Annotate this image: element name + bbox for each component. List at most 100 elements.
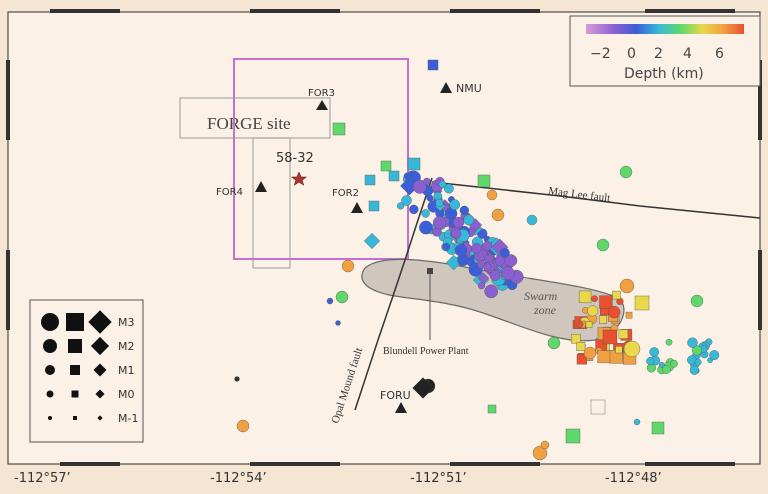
magnitude-legend: M3 M2 M1 M0 M-1 [29, 299, 144, 443]
legend-diamond-icon [93, 363, 107, 377]
legend-diamond-icon [90, 336, 110, 356]
earthquake-marker [388, 170, 400, 182]
lon-label-4: -112°48’ [605, 471, 662, 486]
legend-diamond-icon [97, 415, 103, 421]
earthquake-marker [484, 284, 498, 299]
legend-diamond-icon [95, 389, 105, 399]
lon-label-3: -112°51’ [410, 471, 467, 486]
earthquake-marker [489, 270, 501, 281]
earthquake-marker [694, 358, 702, 366]
earthquake-marker [471, 243, 482, 254]
station-for3: FOR3 [308, 88, 335, 110]
earthquake-marker [596, 238, 610, 252]
well-58-32-label: 58-32 [276, 151, 314, 166]
lon-label-1: -112°57’ [14, 471, 71, 486]
earthquake-marker [583, 346, 597, 360]
earthquake-marker [689, 365, 700, 375]
colorbar-tick: 6 [715, 46, 724, 62]
earthquake-marker [421, 209, 430, 218]
earthquake-marker [597, 350, 611, 364]
earthquake-marker [612, 290, 621, 300]
earthquake-marker [451, 228, 462, 239]
station-triangle-icon [255, 181, 267, 192]
earthquake-marker [487, 404, 497, 414]
legend-square-icon [73, 416, 77, 420]
legend-square-icon [71, 390, 79, 398]
earthquake-marker [332, 122, 346, 136]
earthquake-marker [459, 205, 469, 216]
earthquake-marker [419, 220, 433, 235]
legend-circle-icon [45, 365, 55, 375]
earthquake-marker [649, 347, 660, 357]
earthquake-marker [335, 290, 349, 304]
frame-border-top [50, 9, 735, 13]
earthquake-marker [619, 165, 633, 179]
station-label: FORU [380, 389, 411, 402]
forge-site-label: FORGE site [207, 114, 291, 133]
legend-magnitude-label: M2 [118, 340, 135, 353]
earthquake-marker [690, 294, 704, 308]
earthquake-marker [665, 338, 673, 346]
station-triangle-icon [395, 402, 407, 413]
earthquake-marker [477, 174, 491, 188]
earthquake-marker [691, 345, 702, 356]
colorbar-tick: 4 [683, 46, 692, 62]
earthquake-marker [454, 244, 468, 257]
earthquake-marker [407, 157, 421, 171]
power-plant-marker [427, 268, 433, 274]
earthquake-marker [403, 172, 411, 180]
earthquake-marker [658, 362, 665, 368]
legend-magnitude-label: M0 [118, 388, 135, 401]
earthquake-marker [486, 189, 498, 201]
colorbar-tick: 0 [627, 46, 636, 62]
colorbar-tick: −2 [590, 46, 611, 62]
earthquake-marker [576, 321, 584, 328]
earthquake-marker [576, 354, 587, 365]
earthquake-marker [602, 329, 618, 345]
earthquake-marker [618, 329, 629, 339]
earthquake-marker [499, 247, 510, 258]
earthquake-marker [442, 243, 451, 251]
earthquake-marker [709, 350, 720, 361]
colorbar-gradient [586, 24, 744, 34]
earthquake-marker [526, 214, 538, 226]
legend-square-icon [68, 339, 82, 353]
earthquake-marker [565, 428, 581, 444]
earthquake-marker [571, 334, 581, 344]
earthquake-marker [426, 194, 434, 202]
earthquake-marker [615, 346, 623, 354]
earthquake-marker [427, 59, 439, 71]
station-triangle-icon [440, 82, 452, 93]
opal-mound-fault-line [354, 177, 433, 411]
earthquake-marker [646, 357, 655, 366]
station-foru: FORU [380, 389, 411, 413]
earthquake-marker [585, 321, 593, 328]
earthquake-marker [599, 315, 608, 324]
earthquake-marker [634, 295, 650, 311]
earthquake-marker [687, 337, 698, 348]
legend-diamond-icon [88, 310, 112, 334]
mag-lee-fault-line [431, 181, 761, 219]
legend-circle-icon [41, 313, 59, 331]
earthquake-marker [576, 342, 586, 352]
forge-site-outline [179, 97, 331, 269]
legend-square-icon [66, 313, 84, 331]
earthquake-marker [380, 160, 392, 172]
earthquake-marker [625, 311, 633, 319]
earthquake-marker [423, 177, 431, 186]
power-plant-label: Blundell Power Plant [383, 346, 469, 357]
earthquake-marker [587, 305, 599, 317]
frame-border-side [6, 60, 762, 330]
station-label: FOR3 [308, 88, 335, 99]
earthquake-marker [547, 336, 561, 350]
earthquake-marker [532, 445, 548, 461]
earthquake-marker [619, 278, 635, 294]
earthquake-marker [623, 340, 641, 358]
depth-colorbar: −2 0 2 4 6 Depth (km) [569, 15, 761, 87]
legend-magnitude-label: M3 [118, 316, 135, 329]
earthquake-marker [482, 240, 493, 251]
earthquake-marker [438, 180, 447, 189]
earthquake-marker [368, 200, 380, 212]
earthquake-marker [236, 419, 250, 433]
earthquake-marker [363, 232, 381, 250]
